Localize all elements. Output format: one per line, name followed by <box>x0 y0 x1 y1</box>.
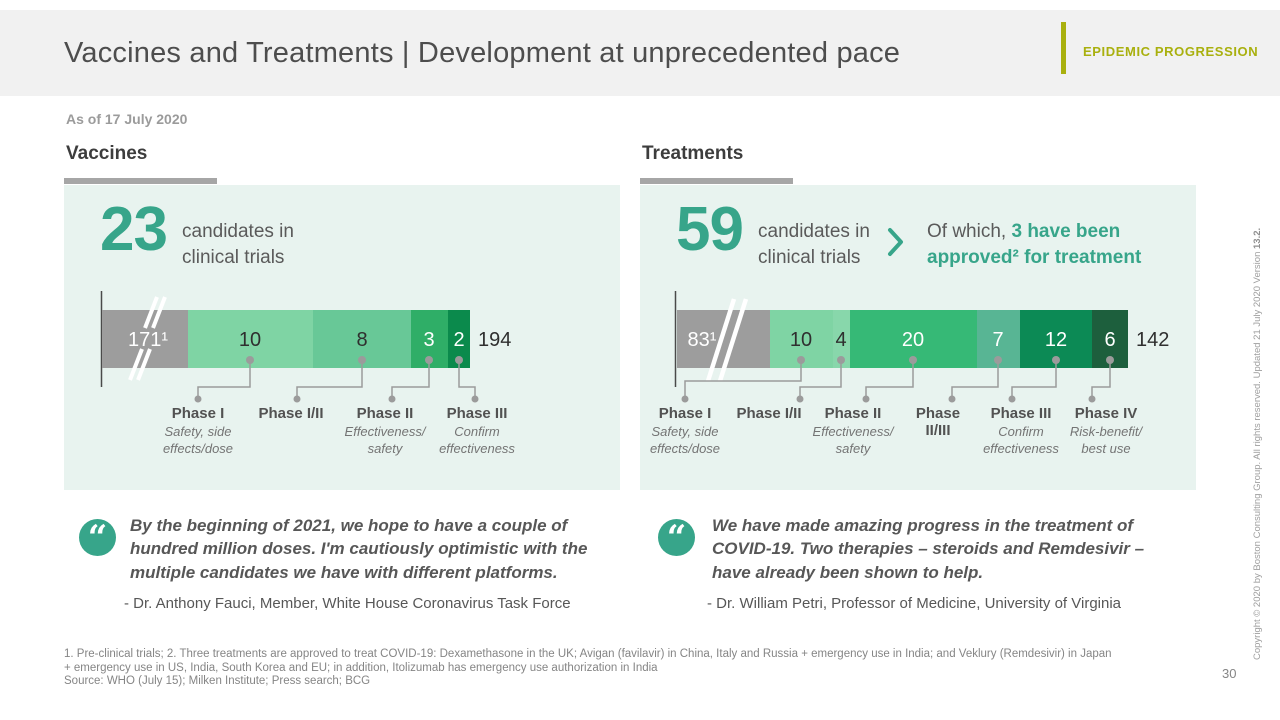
chevron-right-icon <box>887 227 905 262</box>
connector-dots <box>681 356 1114 403</box>
approved-callout: Of which, 3 have been approved² for trea… <box>927 219 1199 270</box>
segment-value: 4 <box>835 329 846 351</box>
treatments-quote: We have made amazing progress in the tre… <box>712 516 1145 582</box>
phase-label: Phase I/II <box>736 405 802 422</box>
bar-segment-phase4 <box>1092 310 1128 368</box>
quote-icon: “ <box>658 519 695 556</box>
bar-segment-preclinical <box>102 310 188 368</box>
segment-value: 8 <box>356 329 367 351</box>
segment-value: 7 <box>992 329 1003 351</box>
footnotes: 1. Pre-clinical trials; 2. Three treatme… <box>64 648 1184 689</box>
connector-lines <box>684 360 1111 399</box>
badge-accent-bar <box>1061 22 1066 74</box>
bar-segment-phase2 <box>411 310 448 368</box>
treatments-heading-underline <box>640 178 793 184</box>
vaccines-heading: Vaccines <box>66 143 148 164</box>
page-number: 30 <box>1222 666 1237 681</box>
treatments-column: Treatments 59 candidates in clinical tri… <box>640 143 1196 490</box>
connector-lines <box>197 360 476 399</box>
segment-value: 3 <box>423 329 434 351</box>
axis-break-marks <box>705 298 749 382</box>
section-badge: EPIDEMIC PROGRESSION <box>1083 44 1259 59</box>
treatments-panel: 59 candidates in clinical trials Of whic… <box>640 185 1196 490</box>
vaccines-count-label: candidates in clinical trials <box>182 221 294 268</box>
approved-highlight: 3 have been approved² for treatment <box>927 221 1142 268</box>
phase-label: Phase IV Risk-benefit/ best use <box>1069 405 1143 457</box>
phase-label: Phase II Effectiveness/ safety <box>344 405 426 457</box>
vaccines-quote: By the beginning of 2021, we hope to hav… <box>130 516 588 582</box>
segment-value: 20 <box>902 329 924 351</box>
phase-label: Phase III Confirm effectiveness <box>439 405 515 457</box>
phase-label: Phase II Effectiveness/ safety <box>812 405 894 457</box>
source-line: Source: WHO (July 15); Milken Institute;… <box>64 675 371 687</box>
bar-total: 142 <box>1136 329 1169 351</box>
connector-dots <box>194 356 479 403</box>
phase-label: Phase III Confirm effectiveness <box>983 405 1059 457</box>
header-band: Vaccines and Treatments | Development at… <box>0 10 1280 96</box>
segment-value: 2 <box>453 329 464 351</box>
bar-segment-phase1-2 <box>833 310 850 368</box>
footnote-line: 1. Pre-clinical trials; 2. Three treatme… <box>64 648 1112 660</box>
phase-label: Phase II/III <box>915 405 961 440</box>
footnote-line: + emergency use in US, India, South Kore… <box>64 661 658 674</box>
as-of-date: As of 17 July 2020 <box>66 111 188 127</box>
bar-total: 194 <box>478 329 511 351</box>
page-title: Vaccines and Treatments | Development at… <box>64 36 901 69</box>
vaccines-count: 23 <box>100 195 168 264</box>
treatments-count-label: candidates in clinical trials <box>758 221 870 268</box>
phase-label: Phase I Safety, side effects/dose <box>162 405 234 457</box>
bar-segment-phase3 <box>448 310 470 368</box>
segment-value: 171¹ <box>128 329 168 351</box>
vaccines-heading-underline <box>64 178 217 184</box>
bar-segment-preclinical <box>677 310 770 368</box>
approved-prefix: Of which, <box>927 221 1012 242</box>
vaccines-quote-attribution: - Dr. Anthony Fauci, Member, White House… <box>124 595 571 612</box>
bar-segment-phase2 <box>850 310 977 368</box>
treatments-quote-attribution: - Dr. William Petri, Professor of Medici… <box>707 595 1122 612</box>
axis-break-marks <box>128 296 167 381</box>
treatments-heading: Treatments <box>642 143 744 164</box>
phase-label: Phase I Safety, side effects/dose <box>649 405 721 457</box>
bar-segment-phase2-3 <box>977 310 1020 368</box>
vaccines-column: Vaccines 23 candidates in clinical trial… <box>64 143 620 490</box>
treatments-count: 59 <box>676 195 744 264</box>
segment-value: 83¹ <box>688 329 717 351</box>
segment-value: 10 <box>239 329 261 351</box>
segment-value: 10 <box>790 329 812 351</box>
quote-icon: “ <box>79 519 116 556</box>
segment-value: 6 <box>1104 329 1115 351</box>
bar-segment-phase1 <box>188 310 313 368</box>
copyright-notice: Copyright © 2020 by Boston Consulting Gr… <box>1252 227 1263 660</box>
bar-segment-phase1-2 <box>313 310 411 368</box>
vaccines-panel: 23 candidates in clinical trials 171¹ <box>64 185 620 490</box>
phase-label: Phase I/II <box>258 405 324 422</box>
bar-segment-phase1 <box>770 310 833 368</box>
segment-value: 12 <box>1045 329 1067 351</box>
bar-segment-phase3 <box>1020 310 1092 368</box>
